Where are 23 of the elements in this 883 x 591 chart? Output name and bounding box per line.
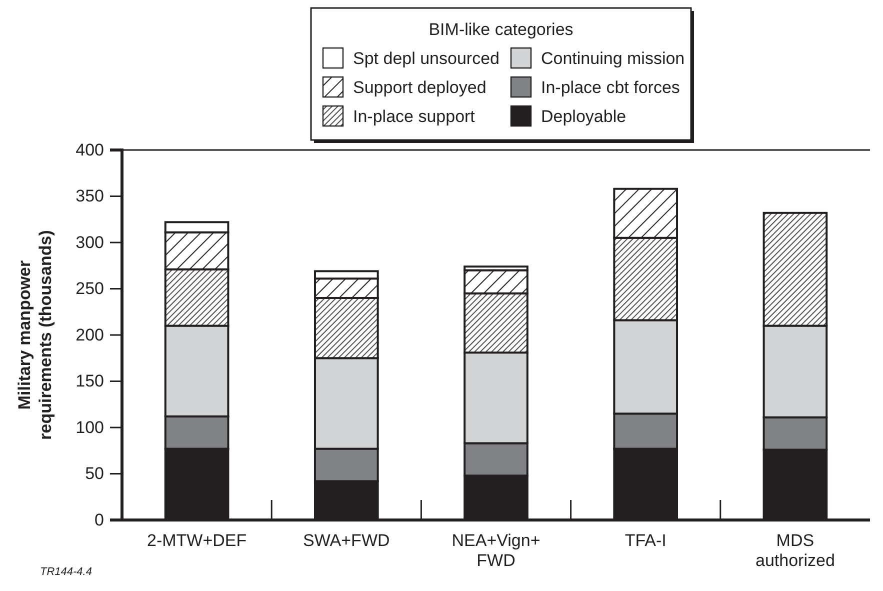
x-tick-label: NEA+Vign+ FWD bbox=[452, 531, 540, 570]
y-tick-label: 50 bbox=[85, 464, 104, 484]
y-tick-label: 300 bbox=[76, 232, 104, 252]
y-tick-label: 400 bbox=[76, 140, 104, 160]
x-tick-label: TFA-I bbox=[624, 531, 666, 550]
text: TR144-4.4 bbox=[40, 566, 92, 578]
y-tick-label: 0 bbox=[94, 510, 104, 530]
y-tick-label: 100 bbox=[76, 418, 104, 437]
legend-title: BIM-like categories bbox=[428, 20, 574, 39]
legend-label: Deployable bbox=[541, 107, 626, 126]
y-tick-label: 250 bbox=[76, 279, 104, 298]
legend-label: In-place cbt forces bbox=[541, 78, 680, 97]
x-tick-label: SWA+FWD bbox=[303, 531, 390, 550]
legend-label: Spt depl unsourced bbox=[353, 49, 500, 68]
legend-label: Continuing mission bbox=[541, 49, 685, 68]
x-tick-label: MDS authorized bbox=[756, 531, 835, 570]
y-tick-label: 150 bbox=[76, 372, 104, 391]
x-tick-label: 2-MTW+DEF bbox=[146, 531, 247, 550]
legend-label: Support deployed bbox=[353, 78, 486, 97]
y-tick-label: 350 bbox=[76, 186, 104, 206]
y-axis-title: Military manpower requirements (thousands) bbox=[15, 230, 55, 440]
y-tick-label: 200 bbox=[76, 325, 104, 344]
legend-label: In-place support bbox=[353, 107, 476, 126]
